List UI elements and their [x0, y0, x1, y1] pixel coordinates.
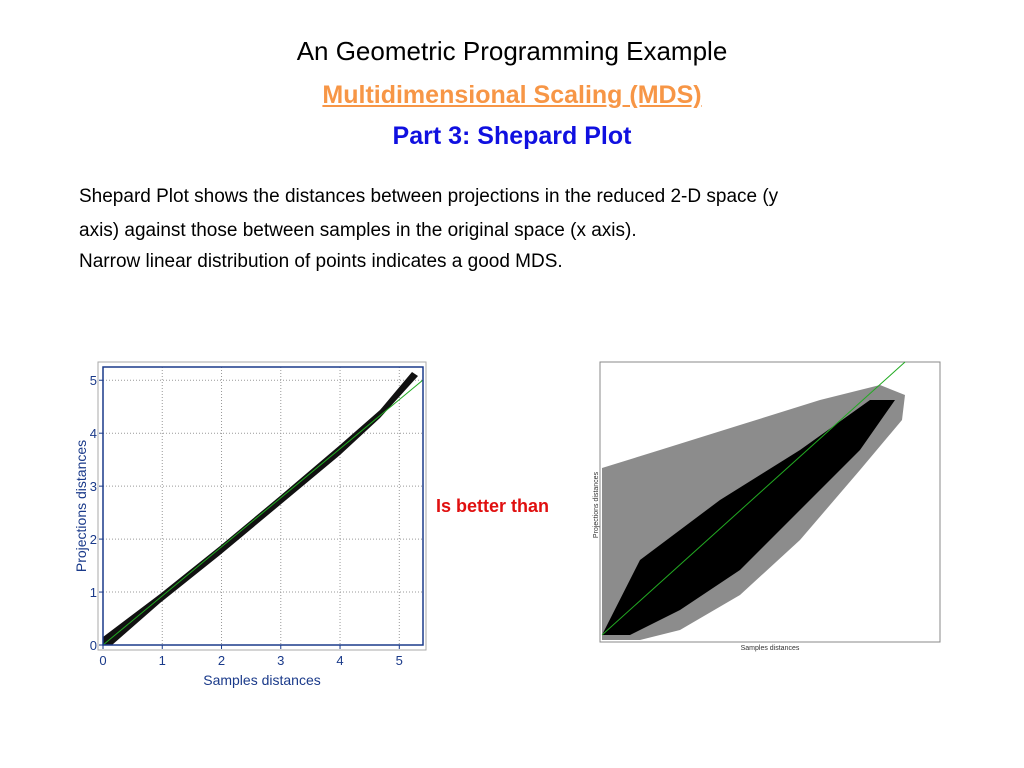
y-tick-label: 1	[90, 585, 97, 600]
axes-box	[102, 366, 424, 646]
body-line: axis) against those between samples in t…	[79, 220, 637, 241]
y-axis-label: Projections distances	[593, 471, 600, 538]
identity-line	[102, 379, 424, 646]
identity-line	[601, 361, 906, 636]
y-tick-label: 5	[90, 373, 97, 388]
part-title: Part 3: Shepard Plot	[392, 122, 632, 150]
y-tick-label: 2	[90, 532, 97, 547]
body-line: Narrow linear distribution of points ind…	[79, 251, 563, 272]
subtitle[interactable]: Multidimensional Scaling (MDS)	[322, 81, 702, 109]
x-tick-label: 0	[99, 653, 106, 668]
x-tick-label: 2	[218, 653, 225, 668]
y-tick-label: 4	[90, 426, 97, 441]
comparison-label: Is better than	[436, 496, 550, 516]
x-tick-label: 5	[396, 653, 403, 668]
point-cloud-dense	[602, 400, 895, 635]
x-axis-label: Samples distances	[741, 645, 800, 652]
x-axis-label: Samples distances	[203, 672, 321, 688]
y-tick-label: 0	[90, 638, 97, 653]
title: An Geometric Programming Example	[296, 36, 728, 66]
x-tick-label: 4	[336, 653, 343, 668]
plot-frame	[97, 361, 427, 651]
x-tick-label: 3	[277, 653, 284, 668]
point-cloud	[103, 372, 418, 645]
y-tick-label: 3	[90, 479, 97, 494]
x-tick-label: 1	[159, 653, 166, 668]
y-axis-label: Projections distances	[73, 440, 89, 572]
body-line: Shepard Plot shows the distances between…	[79, 186, 779, 207]
